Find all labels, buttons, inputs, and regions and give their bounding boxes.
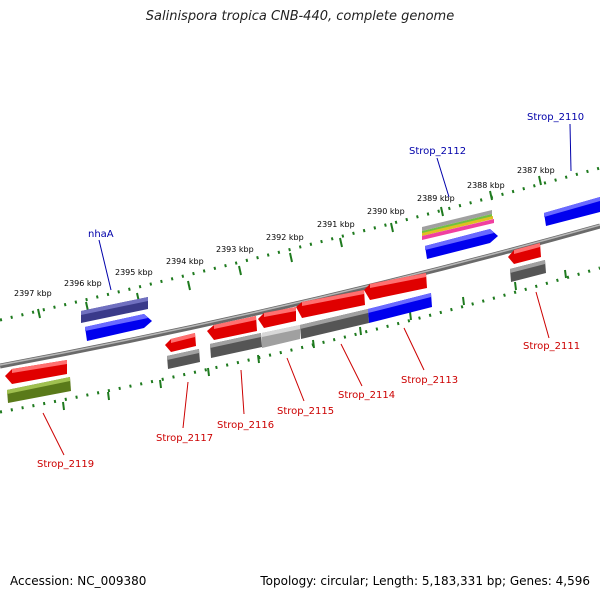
map-title: Salinispora tropica CNB-440, complete ge… [145,9,455,24]
genome-backbone [0,223,600,369]
gene-label-Strop_2110[interactable]: Strop_2110 [527,112,584,123]
reverse-genes [5,243,546,403]
outer-scale-line [0,166,600,322]
gene-label-Strop_2115[interactable]: Strop_2115 [277,406,334,417]
topology-label: Topology: circular; Length: 5,183,331 bp… [260,574,590,588]
gene-Strop_2112-band-yellow[interactable] [422,216,493,236]
scale-label-2394: 2394 kbp [166,257,204,266]
scale-label-2390: 2390 kbp [367,207,405,216]
bottom-leader-lines [42,291,550,456]
scale-label-2392: 2392 kbp [266,233,304,242]
scale-label-2389: 2389 kbp [417,194,455,203]
scale-label-2388: 2388 kbp [467,181,505,190]
gene-Strop_2112-band-pink[interactable] [422,219,494,240]
gene-label-Strop_2119[interactable]: Strop_2119 [37,459,94,470]
scale-label-2391: 2391 kbp [317,220,355,229]
gene-label-nhaA[interactable]: nhaA [88,229,114,240]
scale-label-2396: 2396 kbp [64,279,102,288]
scale-label-2387: 2387 kbp [517,166,555,175]
inner-major-ticks [62,269,567,411]
gene-label-Strop_2114[interactable]: Strop_2114 [338,390,395,401]
gene-label-Strop_2111[interactable]: Strop_2111 [523,341,580,352]
gene-label-Strop_2112[interactable]: Strop_2112 [409,146,466,157]
scale-label-2397: 2397 kbp [14,289,52,298]
forward-genes [81,197,600,341]
accession-label: Accession: NC_009380 [10,574,147,588]
scale-label-2395: 2395 kbp [115,268,153,277]
scale-label-2393: 2393 kbp [216,245,254,254]
gene-blue-arrow-1[interactable] [85,314,152,341]
gene-label-Strop_2113[interactable]: Strop_2113 [401,375,458,386]
gene-label-Strop_2116[interactable]: Strop_2116 [217,420,274,431]
top-leader-lines [98,123,572,291]
gene-Strop_2112-band-gray[interactable] [422,210,492,231]
gene-label-Strop_2117[interactable]: Strop_2117 [156,433,213,444]
